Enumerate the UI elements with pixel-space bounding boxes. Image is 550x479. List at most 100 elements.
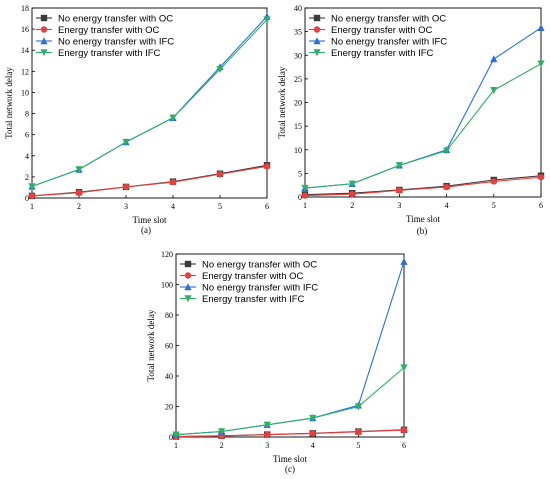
y-tick-label: 60	[165, 342, 173, 351]
y-axis-label: Total network delay	[146, 309, 156, 381]
y-tick-label: 25	[294, 75, 302, 84]
x-tick-label: 4	[311, 441, 315, 450]
x-tick-label: 3	[397, 201, 401, 210]
data-point	[396, 187, 403, 194]
legend-marker	[313, 26, 321, 33]
series-2	[172, 426, 408, 440]
y-tick-label: 35	[294, 28, 302, 37]
data-point	[309, 430, 316, 437]
legend-label: No energy transfer with OC	[58, 13, 173, 24]
data-point	[400, 257, 408, 265]
x-tick-label: 2	[220, 441, 224, 450]
legend-marker	[313, 49, 321, 57]
x-tick-label: 5	[356, 441, 360, 450]
data-point	[309, 414, 317, 422]
data-point	[218, 428, 226, 436]
series-4	[172, 364, 408, 439]
series-2	[28, 163, 271, 200]
data-point	[490, 178, 497, 185]
series-line	[175, 367, 405, 436]
y-tick-label: 10	[294, 146, 302, 155]
data-point	[263, 421, 271, 429]
data-point	[490, 55, 498, 63]
data-point	[263, 163, 271, 170]
data-point	[75, 189, 83, 196]
y-tick-label: 5	[298, 169, 302, 178]
y-tick-label: 80	[165, 311, 173, 320]
y-tick-label: 0	[298, 193, 302, 202]
chart-2: 0 5 10 15 20 25 30 35 40 1 2 3 4 5 6 Time slot Total net…	[277, 4, 545, 236]
data-point	[348, 180, 356, 188]
data-point	[264, 431, 271, 438]
series-line	[31, 19, 268, 187]
x-tick-label: 2	[77, 202, 81, 211]
data-point	[443, 147, 451, 155]
data-point	[400, 426, 408, 434]
y-tick-label: 20	[165, 403, 173, 412]
y-tick-label: 18	[21, 4, 29, 13]
x-axis-label: Time slot	[406, 214, 440, 224]
series-line	[304, 176, 542, 197]
legend-marker	[184, 295, 192, 303]
legend-marker	[40, 14, 48, 22]
chart-caption: (b)	[417, 226, 428, 236]
data-point	[537, 60, 545, 68]
y-tick-label: 40	[165, 372, 173, 381]
legend-marker	[40, 49, 48, 57]
legend-marker	[40, 26, 48, 33]
y-tick-label: 14	[21, 46, 29, 55]
y-tick-label: 8	[25, 110, 29, 119]
legend-marker	[184, 283, 192, 291]
series-4	[28, 16, 271, 191]
y-tick-label: 10	[21, 88, 29, 97]
series-1	[172, 426, 408, 440]
data-point	[169, 178, 177, 186]
data-point	[301, 192, 309, 199]
legend-marker	[313, 14, 321, 22]
x-tick-label: 6	[539, 201, 543, 210]
series-line	[304, 175, 542, 196]
y-tick-label: 16	[21, 25, 29, 34]
legend-label: Energy transfer with OC	[331, 25, 433, 36]
legend-label: No energy transfer with OC	[331, 13, 446, 24]
data-point	[216, 66, 224, 74]
y-tick-label: 15	[294, 122, 302, 131]
legend-label: Energy transfer with OC	[58, 25, 160, 36]
series-line	[304, 63, 542, 189]
series-4	[301, 60, 545, 192]
x-tick-label: 3	[124, 202, 128, 211]
y-tick-label: 100	[161, 281, 173, 290]
y-tick-label: 0	[169, 433, 173, 442]
x-tick-label: 4	[445, 201, 449, 210]
x-tick-label: 6	[265, 202, 269, 211]
legend-marker	[40, 37, 48, 45]
legend-label: No energy transfer with IFC	[58, 36, 174, 47]
plot-frame	[31, 7, 268, 199]
series-2	[301, 173, 545, 199]
data-point	[122, 138, 130, 146]
data-point	[537, 24, 545, 32]
y-tick-label: 20	[294, 99, 302, 108]
data-point	[354, 403, 362, 411]
y-tick-label: 2	[25, 173, 29, 182]
series-line	[31, 165, 268, 197]
data-point	[122, 183, 130, 191]
legend-label: Energy transfer with IFC	[58, 48, 161, 59]
data-point	[537, 173, 545, 181]
y-tick-label: 6	[25, 131, 29, 140]
x-axis-label: Time slot	[133, 215, 167, 225]
y-tick-label: 120	[161, 250, 173, 259]
chart-caption: (c)	[285, 464, 295, 474]
data-point	[490, 87, 498, 95]
data-point	[28, 192, 36, 200]
x-tick-label: 3	[265, 441, 269, 450]
x-tick-label: 1	[174, 441, 178, 450]
data-point	[75, 166, 83, 174]
legend-label: Energy transfer with OC	[202, 271, 304, 282]
chart-caption: (a)	[141, 225, 151, 235]
y-axis-label: Total network delay	[4, 67, 14, 139]
series-line	[175, 429, 405, 438]
